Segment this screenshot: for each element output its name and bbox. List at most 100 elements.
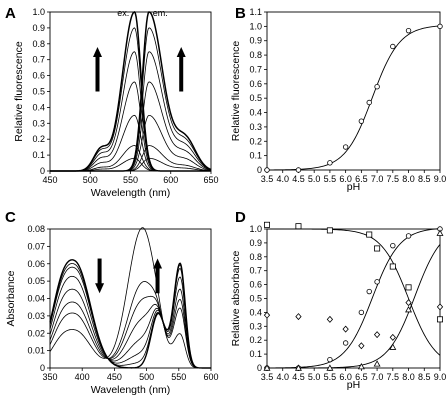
- y-tick-label: 0.8: [249, 252, 262, 262]
- y-tick-label: 0.4: [249, 307, 262, 317]
- panel-label-b: B: [235, 5, 246, 22]
- data-point-triangle: [263, 364, 271, 371]
- x-tick-label: 4.5: [292, 372, 305, 382]
- annotation-ex: ex.: [117, 8, 129, 18]
- x-tick-label: 550: [123, 175, 138, 185]
- y-tick-label: 1.0: [249, 21, 262, 31]
- data-point-diamond: [295, 313, 302, 321]
- y-tick-label: 0.8: [249, 50, 262, 60]
- x-tick-label: 3.5: [261, 372, 274, 382]
- data-point-circle: [405, 233, 412, 239]
- x-tick-label: 6.5: [355, 372, 368, 382]
- arrow-up-left-head: [92, 46, 102, 57]
- data-point-diamond: [326, 315, 334, 323]
- x-axis-label: pH: [347, 181, 360, 193]
- y-tick-label: 0.9: [249, 238, 262, 248]
- x-tick-label: 6.0: [339, 372, 352, 382]
- y-axis-label: Relative fluorescence: [230, 41, 242, 142]
- x-tick-label: 3.5: [261, 174, 274, 184]
- panel-c-chart: 350 400 450 500 550 600 0 0.01 0.02 0.03 0.04 0.05 0…: [5, 224, 219, 396]
- x-tick-label: 450: [107, 372, 122, 382]
- y-tick-label: 1.0: [32, 7, 45, 17]
- plot-frame: [49, 228, 212, 369]
- y-tick-label: 0.07: [27, 241, 45, 251]
- data-point-circle: [358, 309, 365, 316]
- y-tick-label: 0: [257, 363, 262, 373]
- arrow-up-right-head: [176, 46, 186, 57]
- data-point-square: [405, 284, 412, 291]
- y-tick-label: 0.01: [27, 346, 45, 356]
- data-point-square: [295, 223, 302, 230]
- y-tick-label: 0.1: [249, 349, 262, 359]
- x-tick-label: 4.0: [276, 174, 289, 184]
- data-point-diamond: [358, 342, 365, 350]
- emission-spectrum: [50, 27, 212, 172]
- x-tick-label: 650: [203, 175, 218, 185]
- arrow-down-head: [95, 283, 105, 294]
- y-tick-label: 0.06: [27, 259, 45, 269]
- x-tick-label: 600: [163, 175, 178, 185]
- x-tick-label: 350: [42, 372, 57, 382]
- y-tick-label: 0.2: [32, 134, 45, 144]
- data-point-diamond: [373, 331, 381, 339]
- absorbance-spectrum: [49, 295, 211, 369]
- fit-curve: [266, 25, 441, 171]
- data-point-circle: [327, 356, 333, 363]
- absorbance-spectrum: [49, 259, 211, 369]
- x-tick-label: 8.0: [402, 372, 415, 382]
- data-point: [295, 167, 302, 173]
- data-point-circle: [342, 340, 349, 346]
- emission-spectrum: [50, 114, 212, 172]
- data-point-triangle: [294, 364, 302, 371]
- absorbance-spectrum: [49, 275, 211, 369]
- data-point-diamond: [263, 311, 271, 319]
- x-tick-label: 5.0: [308, 174, 321, 184]
- excitation-spectrum: [50, 51, 211, 172]
- x-tick-label: 4.5: [292, 174, 305, 184]
- x-tick-label: 7.5: [387, 372, 400, 382]
- y-tick-label: 0.5: [249, 93, 262, 103]
- y-tick-label: 0.4: [32, 102, 45, 112]
- y-tick-label: 0.6: [32, 71, 45, 81]
- y-tick-label: 0: [40, 166, 45, 176]
- y-axis-label: Relative fluorescence: [13, 41, 25, 142]
- excitation-spectrum: [50, 27, 211, 172]
- panel-d-chart: 3.5 4.0 4.5 5.0 5.5 6.0 6.5 7.0 7.5 8.0 8.5 9.0 0 0.1…: [230, 221, 447, 391]
- x-tick-label: 8.5: [418, 174, 431, 184]
- y-tick-label: 0.5: [32, 87, 45, 97]
- y-tick-label: 0.1: [249, 151, 262, 161]
- excitation-spectrum: [50, 145, 211, 172]
- x-tick-label: 500: [139, 372, 154, 382]
- x-axis-label: pH: [347, 379, 360, 391]
- y-tick-label: 0.2: [249, 335, 262, 345]
- x-tick-label: 7.5: [387, 174, 400, 184]
- x-tick-label: 450: [42, 175, 57, 185]
- data-point: [374, 83, 380, 90]
- data-point-circle: [390, 242, 396, 249]
- y-tick-label: 0.4: [249, 108, 262, 118]
- emission-spectrum: [50, 11, 212, 172]
- data-point-square: [366, 231, 373, 238]
- x-tick-label: 600: [203, 372, 218, 382]
- x-tick-label: 6.0: [339, 174, 352, 184]
- data-point-square: [263, 221, 270, 228]
- data-point-triangle: [436, 229, 444, 236]
- x-tick-label: 7.0: [371, 372, 384, 382]
- x-tick-label: 500: [83, 175, 98, 185]
- y-tick-label: 0.6: [249, 79, 262, 89]
- emission-spectrum: [50, 51, 212, 172]
- y-tick-label: 0.7: [249, 266, 262, 276]
- data-point-square: [436, 316, 443, 323]
- data-point-diamond: [342, 325, 349, 333]
- y-tick-label: 0.6: [249, 280, 262, 290]
- panel-label-a: A: [5, 5, 16, 22]
- absorbance-spectrum: [49, 288, 211, 369]
- y-tick-label: 0.3: [32, 118, 45, 128]
- x-tick-label: 5.5: [324, 372, 337, 382]
- data-point: [342, 144, 349, 150]
- excitation-spectrum: [50, 81, 211, 172]
- x-tick-label: 9.0: [434, 372, 447, 382]
- x-axis-label: Wavelength (nm): [91, 187, 171, 199]
- absorbance-spectrum: [49, 263, 211, 369]
- y-tick-label: 0: [40, 363, 45, 373]
